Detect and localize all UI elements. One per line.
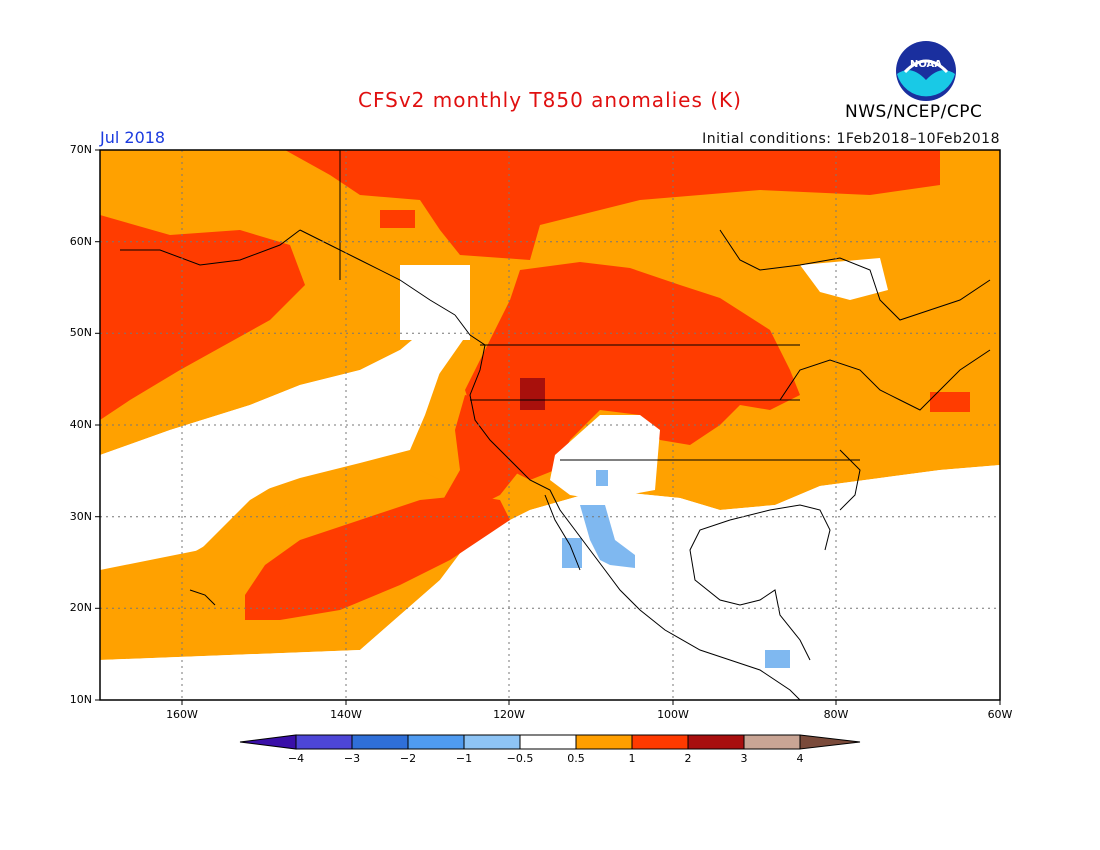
anomaly-region-red <box>380 210 415 228</box>
noaa-logo: NOAA <box>895 40 957 102</box>
colorbar-swatch <box>407 734 465 750</box>
anomaly-region-neutral <box>550 415 660 500</box>
colorbar-swatch <box>631 734 689 750</box>
anomaly-region-cool <box>765 650 790 668</box>
axis-ticks <box>95 149 1001 705</box>
colorbar-label: −3 <box>343 752 361 765</box>
colorbar-label: 0.5 <box>567 752 585 765</box>
anomaly-region-red <box>285 150 940 260</box>
anomaly-region-red <box>465 262 800 480</box>
map-title: CFSv2 monthly T850 anomalies (K) <box>358 88 742 112</box>
anomaly-region-neutral <box>100 335 455 562</box>
colorbar-swatch <box>463 734 521 750</box>
lat-label: 60N <box>69 235 92 248</box>
colorbar-label: −0.5 <box>506 752 534 765</box>
lon-label: 160W <box>166 708 198 721</box>
graticule <box>100 150 1000 700</box>
colorbar-label: 3 <box>740 752 748 765</box>
coastline <box>120 150 991 700</box>
anomaly-region-red <box>930 392 970 412</box>
colorbar-label: 4 <box>796 752 804 765</box>
colorbar-swatch <box>687 734 745 750</box>
lat-label: 50N <box>69 326 92 339</box>
colorbar-label: −4 <box>287 752 305 765</box>
colorbar-label: −1 <box>455 752 473 765</box>
colorbar-swatch <box>351 734 409 750</box>
lon-label: 60W <box>987 708 1013 721</box>
anomaly-region-red <box>245 495 510 620</box>
lat-label: 30N <box>69 510 92 523</box>
anomaly-region-neutral <box>100 465 1000 700</box>
lat-label: 40N <box>69 418 92 431</box>
colorbar-swatch <box>519 734 577 750</box>
colorbar <box>239 734 861 750</box>
lat-label: 10N <box>69 693 92 706</box>
colorbar-label: −2 <box>399 752 417 765</box>
forecast-month: Jul 2018 <box>100 128 166 147</box>
lon-label: 80W <box>823 708 849 721</box>
lat-label: 20N <box>69 601 92 614</box>
anomaly-region-red <box>440 395 520 510</box>
lat-label: 70N <box>69 143 92 156</box>
colorbar-swatch <box>575 734 633 750</box>
anomaly-region-cool <box>596 470 608 486</box>
colorbar-swatch <box>295 734 353 750</box>
organization-label: NWS/NCEP/CPC <box>845 102 983 122</box>
colorbar-label: 2 <box>684 752 692 765</box>
anomaly-region-cool <box>562 538 582 568</box>
initial-conditions: Initial conditions: 1Feb2018–10Feb2018 <box>702 131 1000 147</box>
colorbar-label: 1 <box>628 752 636 765</box>
lon-label: 120W <box>493 708 525 721</box>
anomaly-region-darkred <box>520 378 545 410</box>
colorbar-swatch <box>239 734 297 750</box>
lon-label: 100W <box>657 708 689 721</box>
anomaly-region-red <box>100 215 305 420</box>
colorbar-swatch <box>799 734 861 750</box>
colorbar-swatch <box>743 734 801 750</box>
noaa-logo-text: NOAA <box>910 59 942 70</box>
anomaly-region-cool <box>580 505 635 568</box>
lon-label: 140W <box>330 708 362 721</box>
